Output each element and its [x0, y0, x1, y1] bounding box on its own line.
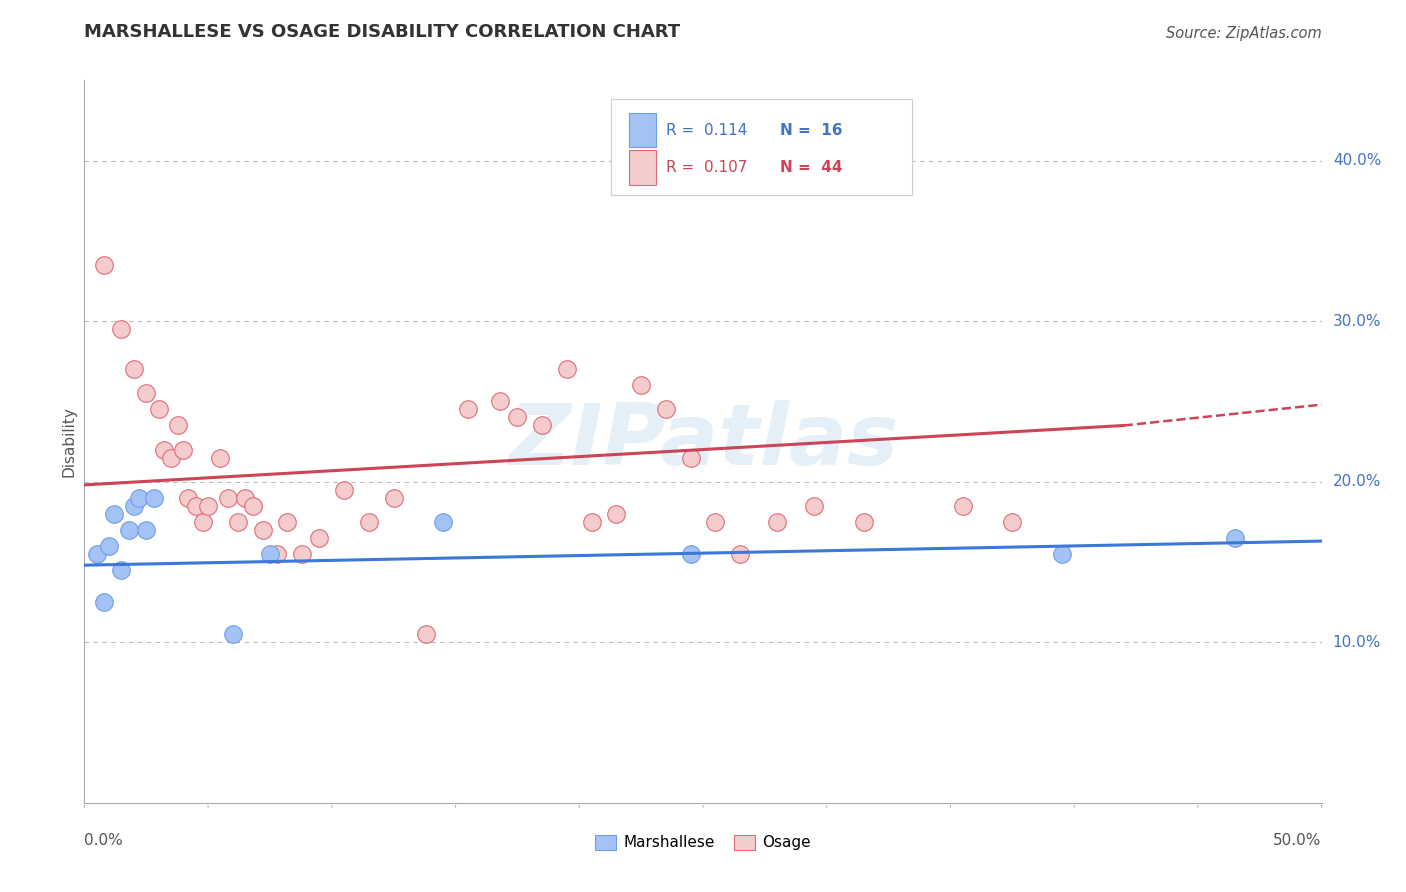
Point: [291, 547, 314, 561]
Point: [242, 499, 264, 513]
Text: R =  0.107: R = 0.107: [666, 161, 747, 175]
Point: [630, 378, 652, 392]
Text: N =  16: N = 16: [780, 122, 842, 137]
Point: [952, 499, 974, 513]
Point: [152, 442, 174, 457]
Point: [333, 483, 356, 497]
FancyBboxPatch shape: [628, 151, 657, 185]
Point: [135, 386, 157, 401]
Text: MARSHALLESE VS OSAGE DISABILITY CORRELATION CHART: MARSHALLESE VS OSAGE DISABILITY CORRELAT…: [84, 22, 681, 40]
Point: [308, 531, 330, 545]
Point: [122, 362, 145, 376]
Point: [93, 258, 115, 272]
Text: 0.0%: 0.0%: [84, 833, 124, 848]
Point: [160, 450, 183, 465]
Point: [555, 362, 578, 376]
Point: [679, 547, 702, 561]
Text: 50.0%: 50.0%: [1274, 833, 1322, 848]
Point: [266, 547, 288, 561]
Point: [1050, 547, 1073, 561]
Point: [766, 515, 789, 529]
Point: [167, 418, 190, 433]
Point: [86, 547, 108, 561]
Point: [531, 418, 554, 433]
Point: [252, 523, 274, 537]
Point: [357, 515, 380, 529]
Point: [605, 507, 627, 521]
Point: [118, 523, 141, 537]
Text: 40.0%: 40.0%: [1333, 153, 1381, 168]
Point: [259, 547, 281, 561]
Point: [93, 595, 115, 609]
Point: [457, 402, 479, 417]
Point: [226, 515, 249, 529]
Point: [852, 515, 875, 529]
Point: [679, 450, 702, 465]
Point: [172, 442, 194, 457]
Text: ZIPatlas: ZIPatlas: [508, 400, 898, 483]
Text: R =  0.114: R = 0.114: [666, 122, 747, 137]
Point: [704, 515, 727, 529]
Point: [98, 539, 121, 553]
Point: [135, 523, 157, 537]
Point: [128, 491, 150, 505]
Point: [191, 515, 214, 529]
Point: [122, 499, 145, 513]
Point: [184, 499, 207, 513]
Point: [177, 491, 200, 505]
Point: [142, 491, 165, 505]
Point: [103, 507, 125, 521]
Point: [1001, 515, 1024, 529]
Text: 20.0%: 20.0%: [1333, 475, 1381, 489]
Text: 10.0%: 10.0%: [1333, 635, 1381, 649]
Point: [432, 515, 454, 529]
Point: [233, 491, 256, 505]
Point: [197, 499, 219, 513]
Text: Source: ZipAtlas.com: Source: ZipAtlas.com: [1166, 26, 1322, 40]
Point: [506, 410, 529, 425]
FancyBboxPatch shape: [628, 112, 657, 147]
FancyBboxPatch shape: [612, 99, 912, 195]
Point: [110, 563, 132, 577]
Text: 30.0%: 30.0%: [1333, 314, 1381, 328]
Point: [803, 499, 825, 513]
Point: [276, 515, 298, 529]
Point: [655, 402, 678, 417]
Point: [222, 627, 245, 641]
Point: [382, 491, 405, 505]
Y-axis label: Disability: Disability: [60, 406, 76, 477]
Point: [728, 547, 751, 561]
Text: N =  44: N = 44: [780, 161, 842, 175]
Point: [415, 627, 437, 641]
Point: [110, 322, 132, 336]
Point: [489, 394, 512, 409]
Legend: Marshallese, Osage: Marshallese, Osage: [589, 829, 817, 856]
Point: [209, 450, 232, 465]
Point: [1223, 531, 1246, 545]
Point: [148, 402, 170, 417]
Point: [217, 491, 239, 505]
Point: [581, 515, 603, 529]
